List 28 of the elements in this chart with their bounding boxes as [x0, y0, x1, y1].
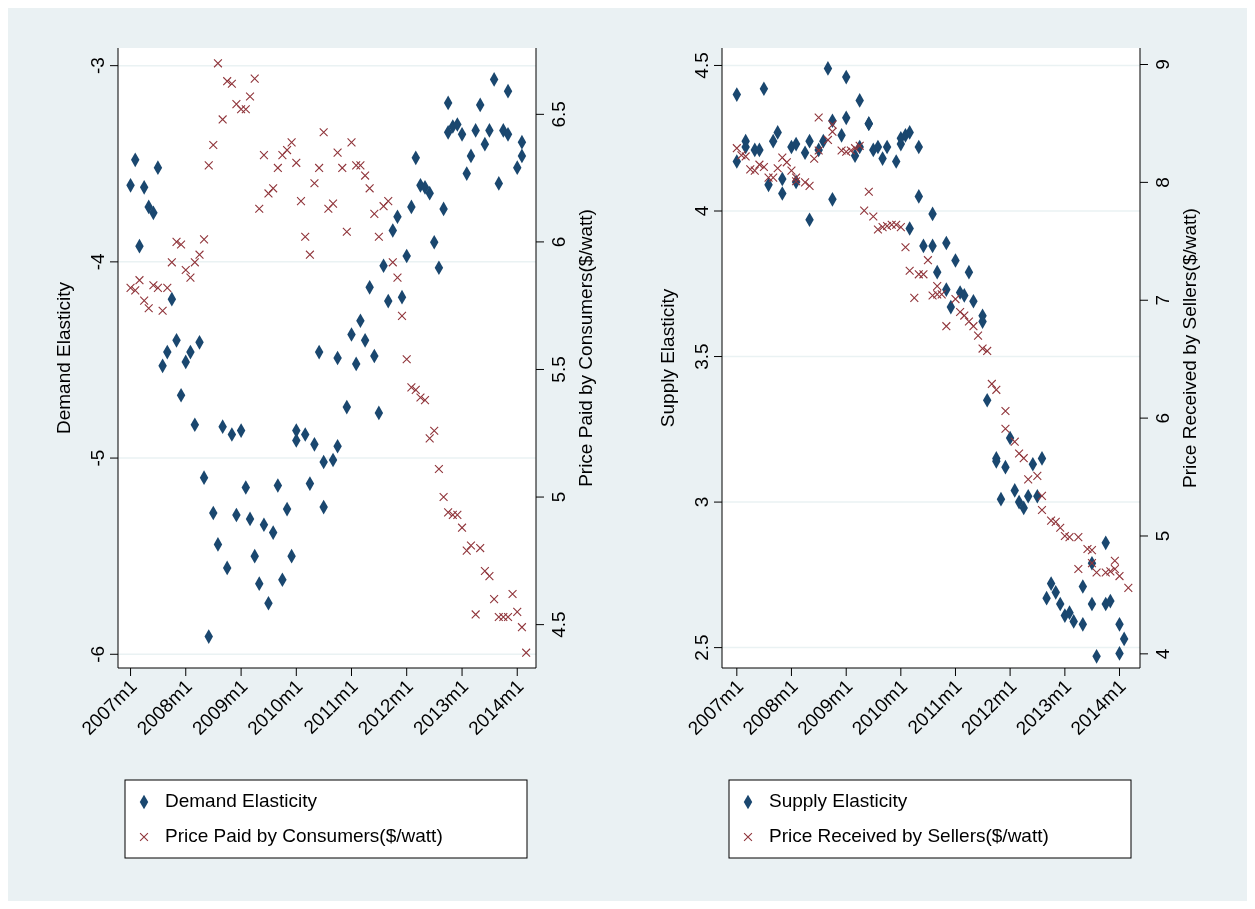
y-tick-label: 4.5: [691, 52, 712, 79]
y2-tick-label: 8: [1152, 177, 1173, 188]
y2-tick-label: 6: [548, 236, 569, 248]
legend-label: Supply Elasticity: [769, 790, 908, 812]
legend-label: Price Received by Sellers($/watt): [769, 825, 1049, 847]
y-tick-label: 2.5: [691, 634, 712, 661]
y-tick-label: 4: [691, 205, 712, 217]
y2-tick-label: 4.5: [548, 611, 569, 638]
y2-tick-label: 6: [1152, 412, 1173, 424]
y-tick-label: -6: [87, 645, 108, 663]
y-tick-label: -5: [87, 449, 108, 467]
y-tick-label: -4: [87, 252, 108, 271]
legend-label: Price Paid by Consumers($/watt): [165, 825, 443, 847]
y2-axis-title: Price Paid by Consumers($/watt): [575, 209, 596, 487]
y-tick-label: 3.5: [691, 343, 712, 370]
y-tick-label: 3: [691, 496, 712, 508]
y2-tick-label: 5: [1152, 530, 1173, 542]
y2-tick-label: 9: [1152, 59, 1173, 70]
legend-label: Demand Elasticity: [165, 790, 318, 812]
y-axis-title: Demand Elasticity: [53, 281, 74, 435]
y2-axis-title: Price Received by Sellers($/watt): [1179, 208, 1200, 488]
y2-tick-label: 5.5: [548, 356, 569, 383]
y-tick-label: -3: [87, 57, 108, 75]
y2-tick-label: 4: [1152, 648, 1173, 660]
y-axis-title: Supply Elasticity: [657, 288, 678, 428]
y2-tick-label: 6.5: [548, 101, 569, 128]
y2-tick-label: 5: [548, 491, 569, 503]
y2-tick-label: 7: [1152, 294, 1173, 306]
